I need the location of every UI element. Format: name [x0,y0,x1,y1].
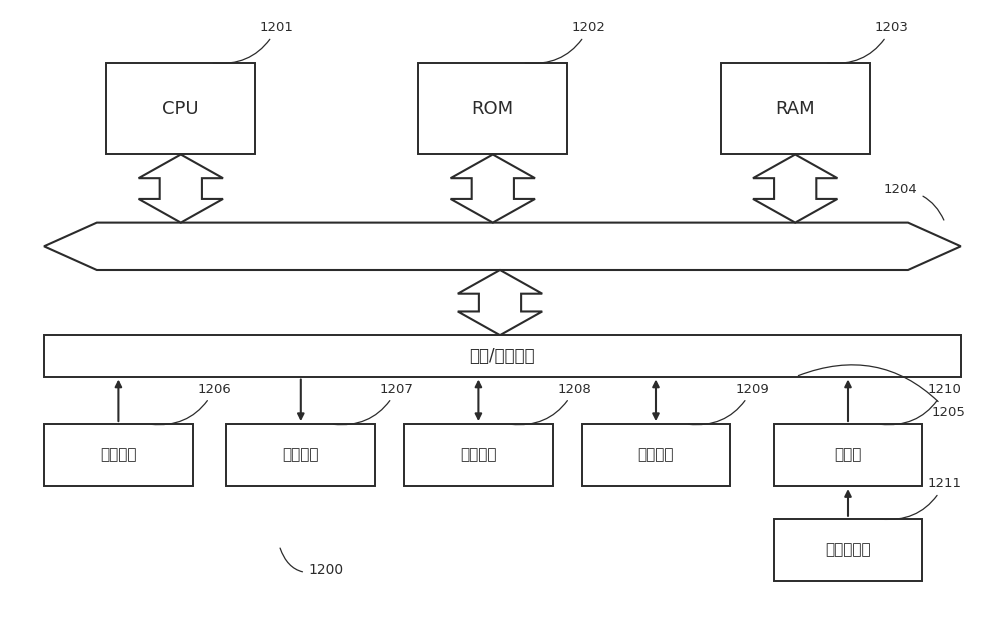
Text: 1202: 1202 [525,21,606,64]
Text: 可拆卸介质: 可拆卸介质 [825,542,871,557]
Text: 1209: 1209 [689,383,769,424]
Bar [106,63,255,154]
Text: 1205: 1205 [798,365,966,419]
Text: 1201: 1201 [213,21,294,64]
Bar [721,63,870,154]
Text: 输入部分: 输入部分 [100,447,137,463]
Text: 通信部分: 通信部分 [638,447,674,463]
Text: 1206: 1206 [151,383,231,424]
Text: 输出部分: 输出部分 [283,447,319,463]
Polygon shape [451,154,535,223]
Bar [774,519,922,581]
Polygon shape [139,154,223,223]
Text: CPU: CPU [162,99,199,118]
Polygon shape [458,270,542,335]
Bar [226,424,375,486]
Text: ROM: ROM [472,99,514,118]
Text: 1211: 1211 [881,478,961,520]
Text: 1200: 1200 [280,548,343,577]
Text: RAM: RAM [775,99,815,118]
Text: 1203: 1203 [828,21,908,64]
Text: 1208: 1208 [511,383,591,424]
Bar [44,424,193,486]
Polygon shape [44,223,961,270]
Polygon shape [753,154,837,223]
Bar [418,63,567,154]
Text: 1210: 1210 [881,383,961,424]
Bar [582,424,730,486]
Text: 1207: 1207 [333,383,414,424]
Text: 1204: 1204 [884,183,944,220]
Text: 输入/输出接口: 输入/输出接口 [470,347,535,365]
Bar [44,335,961,376]
Bar [404,424,553,486]
Bar [774,424,922,486]
Text: 驱动器: 驱动器 [834,447,862,463]
Text: 存储部分: 存储部分 [460,447,497,463]
